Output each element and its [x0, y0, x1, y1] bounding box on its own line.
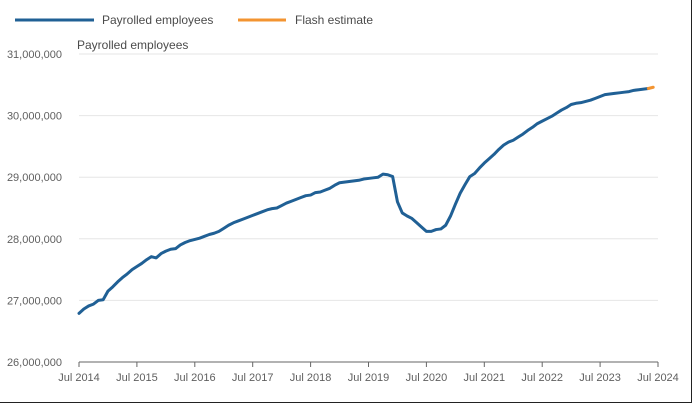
x-tick-label: Jul 2014 [58, 372, 100, 384]
y-tick-label: 28,000,000 [7, 234, 62, 246]
x-tick-label: Jul 2020 [406, 372, 448, 384]
legend-label-payrolled: Payrolled employees [102, 13, 213, 27]
x-tick-label: Jul 2019 [348, 372, 390, 384]
x-tick-label: Jul 2016 [174, 372, 216, 384]
gridlines [79, 53, 658, 363]
y-axis: 26,000,000 27,000,000 28,000,000 29,000,000… [7, 49, 62, 369]
chart-title: Payrolled employees [77, 38, 188, 52]
y-tick-label: 29,000,000 [7, 172, 62, 184]
y-tick-label: 27,000,000 [7, 295, 62, 307]
x-tick-label: Jul 2022 [521, 372, 563, 384]
series-lines [77, 85, 655, 315]
y-tick-label: 31,000,000 [7, 49, 62, 61]
x-tick-label: Jul 2018 [290, 372, 332, 384]
y-tick-label: 30,000,000 [7, 111, 62, 123]
legend: Payrolled employees Flash estimate [15, 13, 373, 27]
x-tick-label: Jul 2023 [579, 372, 621, 384]
x-tick-label: Jul 2017 [232, 372, 274, 384]
series-line-flash [646, 85, 655, 90]
legend-label-flash: Flash estimate [295, 13, 373, 27]
y-tick-label: 26,000,000 [7, 357, 62, 369]
series-line-payrolled [77, 87, 650, 315]
x-tick-label: Jul 2021 [464, 372, 506, 384]
x-tick-label: Jul 2015 [116, 372, 158, 384]
x-tick-label: Jul 2024 [637, 372, 679, 384]
x-axis: Jul 2014 Jul 2015 Jul 2016 Jul 2017 Jul 2018… [58, 362, 679, 384]
